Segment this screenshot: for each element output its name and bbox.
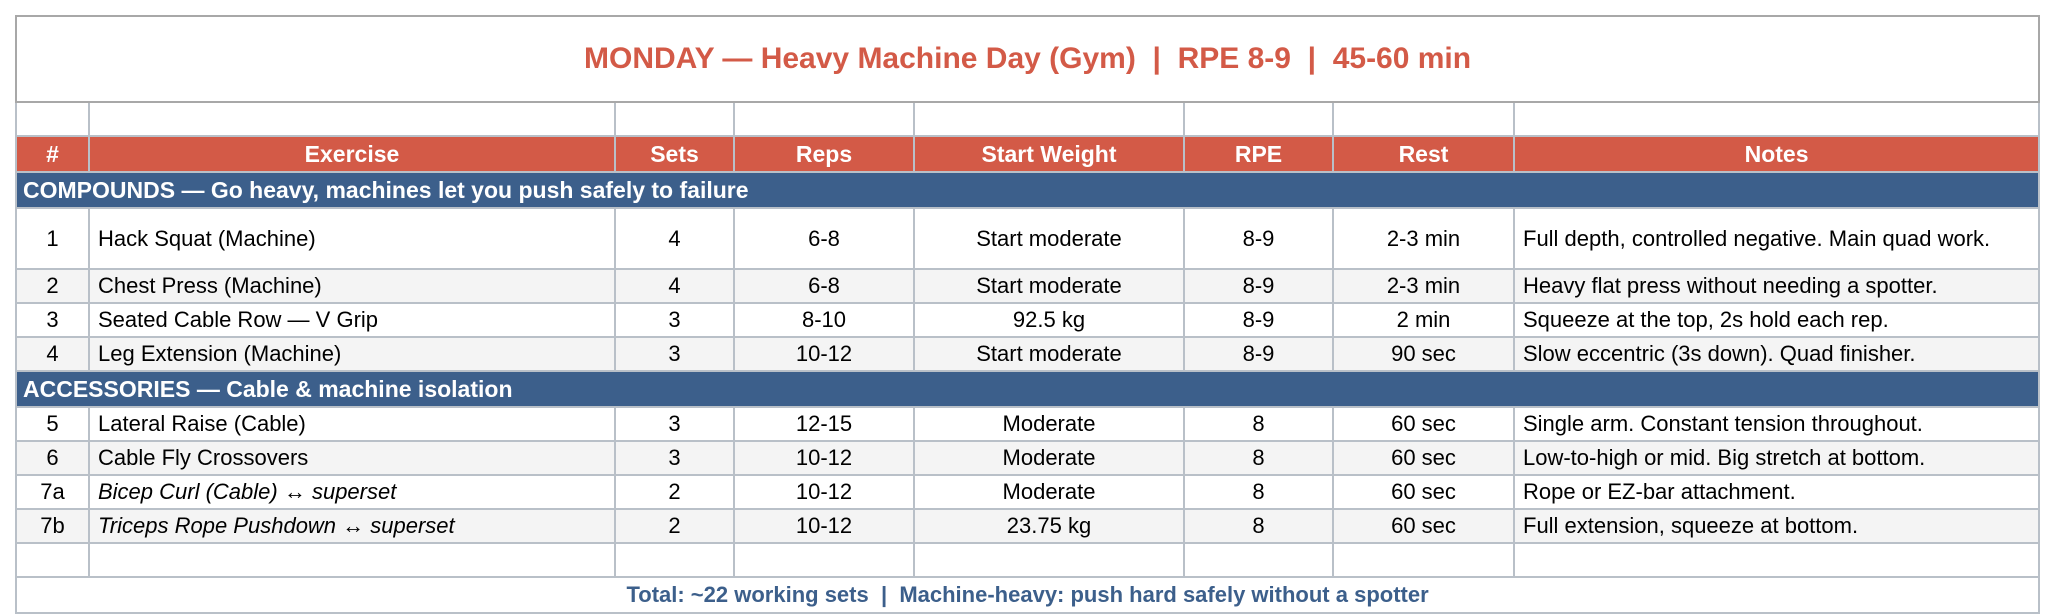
header-start-weight[interactable]: Start Weight bbox=[913, 135, 1185, 173]
empty-row bbox=[15, 542, 2041, 578]
header-rpe[interactable]: RPE bbox=[1183, 135, 1334, 173]
cell-sets[interactable]: 4 bbox=[614, 268, 735, 304]
table-row: 4 Leg Extension (Machine) 3 10-12 Start mode… bbox=[15, 336, 2041, 372]
cell-exercise[interactable]: Leg Extension (Machine) bbox=[88, 336, 616, 372]
cell-sets[interactable]: 4 bbox=[614, 207, 735, 270]
cell-notes[interactable]: Full depth, controlled negative. Main qu… bbox=[1512, 207, 2041, 270]
cell-notes[interactable]: Heavy flat press without needing a spott… bbox=[1512, 268, 2041, 304]
cell-notes[interactable]: Full extension, squeeze at bottom. bbox=[1512, 508, 2041, 544]
cell-num[interactable]: 3 bbox=[15, 302, 90, 338]
cell-weight[interactable]: Start moderate bbox=[913, 207, 1185, 270]
cell-rest[interactable]: 90 sec bbox=[1332, 336, 1515, 372]
cell-rest[interactable]: 60 sec bbox=[1332, 440, 1515, 476]
empty-row bbox=[15, 101, 2041, 137]
cell-rpe[interactable]: 8-9 bbox=[1183, 302, 1334, 338]
cell-reps[interactable]: 10-12 bbox=[733, 508, 915, 544]
footer-summary[interactable]: Total: ~22 working sets | Machine-heavy:… bbox=[14, 576, 2041, 614]
cell-exercise[interactable]: Seated Cable Row — V Grip bbox=[88, 302, 616, 338]
cell-weight[interactable]: 23.75 kg bbox=[913, 508, 1185, 544]
cell-weight[interactable]: Start moderate bbox=[913, 268, 1185, 304]
cell-reps[interactable]: 8-10 bbox=[733, 302, 915, 338]
table-row: 5 Lateral Raise (Cable) 3 12-15 Moderate 8 60 … bbox=[15, 406, 2041, 442]
header-row: # Exercise Sets Reps Start Weight RPE Re… bbox=[15, 135, 2041, 173]
cell-weight[interactable]: 92.5 kg bbox=[913, 302, 1185, 338]
cell-num[interactable]: 7a bbox=[15, 474, 90, 510]
header-exercise[interactable]: Exercise bbox=[88, 135, 616, 173]
cell-rpe[interactable]: 8-9 bbox=[1183, 336, 1334, 372]
cell-rpe[interactable]: 8 bbox=[1183, 508, 1334, 544]
cell-reps[interactable]: 6-8 bbox=[733, 207, 915, 270]
cell-rest[interactable]: 2-3 min bbox=[1332, 207, 1515, 270]
cell-rpe[interactable]: 8 bbox=[1183, 406, 1334, 442]
cell-rpe[interactable]: 8-9 bbox=[1183, 268, 1334, 304]
header-rest[interactable]: Rest bbox=[1332, 135, 1515, 173]
cell-notes[interactable]: Rope or EZ-bar attachment. bbox=[1512, 474, 2041, 510]
cell-rest[interactable]: 2-3 min bbox=[1332, 268, 1515, 304]
cell-exercise[interactable]: Lateral Raise (Cable) bbox=[88, 406, 616, 442]
header-reps[interactable]: Reps bbox=[733, 135, 915, 173]
cell-notes[interactable]: Low-to-high or mid. Big stretch at botto… bbox=[1512, 440, 2041, 476]
cell-num[interactable]: 5 bbox=[15, 406, 90, 442]
table-row: 1 Hack Squat (Machine) 4 6-8 Start moderate 8… bbox=[15, 207, 2041, 270]
cell-rpe[interactable]: 8-9 bbox=[1183, 207, 1334, 270]
cell-num[interactable]: 4 bbox=[15, 336, 90, 372]
header-notes[interactable]: Notes bbox=[1512, 135, 2041, 173]
cell-reps[interactable]: 10-12 bbox=[733, 474, 915, 510]
cell-reps[interactable]: 10-12 bbox=[733, 336, 915, 372]
table-row: 7b Triceps Rope Pushdown ↔ superset 2 10-12… bbox=[15, 508, 2041, 544]
cell-weight[interactable]: Start moderate bbox=[913, 336, 1185, 372]
cell-weight[interactable]: Moderate bbox=[913, 474, 1185, 510]
cell-exercise[interactable]: Chest Press (Machine) bbox=[88, 268, 616, 304]
cell-sets[interactable]: 3 bbox=[614, 406, 735, 442]
cell-sets[interactable]: 3 bbox=[614, 440, 735, 476]
cell-sets[interactable]: 3 bbox=[614, 336, 735, 372]
cell-reps[interactable]: 6-8 bbox=[733, 268, 915, 304]
cell-exercise[interactable]: Bicep Curl (Cable) ↔ superset bbox=[88, 474, 616, 510]
cell-rpe[interactable]: 8 bbox=[1183, 474, 1334, 510]
section-accessories[interactable]: ACCESSORIES — Cable & machine isolation bbox=[14, 370, 2041, 408]
cell-reps[interactable]: 10-12 bbox=[733, 440, 915, 476]
cell-sets[interactable]: 2 bbox=[614, 508, 735, 544]
cell-rest[interactable]: 60 sec bbox=[1332, 474, 1515, 510]
header-sets[interactable]: Sets bbox=[614, 135, 735, 173]
sheet-title[interactable]: MONDAY — Heavy Machine Day (Gym) | RPE 8… bbox=[14, 15, 2041, 103]
cell-num[interactable]: 1 bbox=[15, 207, 90, 270]
table-row: 3 Seated Cable Row — V Grip 3 8-10 92.5 kg 8-… bbox=[15, 302, 2041, 338]
cell-notes[interactable]: Single arm. Constant tension throughout. bbox=[1512, 406, 2041, 442]
table-row: 7a Bicep Curl (Cable) ↔ superset 2 10-12 Mod… bbox=[15, 474, 2041, 510]
cell-rest[interactable]: 2 min bbox=[1332, 302, 1515, 338]
cell-sets[interactable]: 2 bbox=[614, 474, 735, 510]
cell-num[interactable]: 2 bbox=[15, 268, 90, 304]
cell-notes[interactable]: Slow eccentric (3s down). Quad finisher. bbox=[1512, 336, 2041, 372]
cell-notes[interactable]: Squeeze at the top, 2s hold each rep. bbox=[1512, 302, 2041, 338]
cell-exercise[interactable]: Triceps Rope Pushdown ↔ superset bbox=[88, 508, 616, 544]
cell-weight[interactable]: Moderate bbox=[913, 440, 1185, 476]
cell-num[interactable]: 7b bbox=[15, 508, 90, 544]
header-num[interactable]: # bbox=[15, 135, 90, 173]
cell-exercise[interactable]: Cable Fly Crossovers bbox=[88, 440, 616, 476]
workout-sheet: MONDAY — Heavy Machine Day (Gym) | RPE 8… bbox=[14, 15, 2041, 614]
cell-sets[interactable]: 3 bbox=[614, 302, 735, 338]
cell-rest[interactable]: 60 sec bbox=[1332, 406, 1515, 442]
section-compounds[interactable]: COMPOUNDS — Go heavy, machines let you p… bbox=[14, 171, 2041, 209]
cell-rpe[interactable]: 8 bbox=[1183, 440, 1334, 476]
table-row: 2 Chest Press (Machine) 4 6-8 Start moderate… bbox=[15, 268, 2041, 304]
table-row: 6 Cable Fly Crossovers 3 10-12 Moderate 8 60 s… bbox=[15, 440, 2041, 476]
cell-weight[interactable]: Moderate bbox=[913, 406, 1185, 442]
cell-num[interactable]: 6 bbox=[15, 440, 90, 476]
cell-reps[interactable]: 12-15 bbox=[733, 406, 915, 442]
cell-exercise[interactable]: Hack Squat (Machine) bbox=[88, 207, 616, 270]
cell-rest[interactable]: 60 sec bbox=[1332, 508, 1515, 544]
